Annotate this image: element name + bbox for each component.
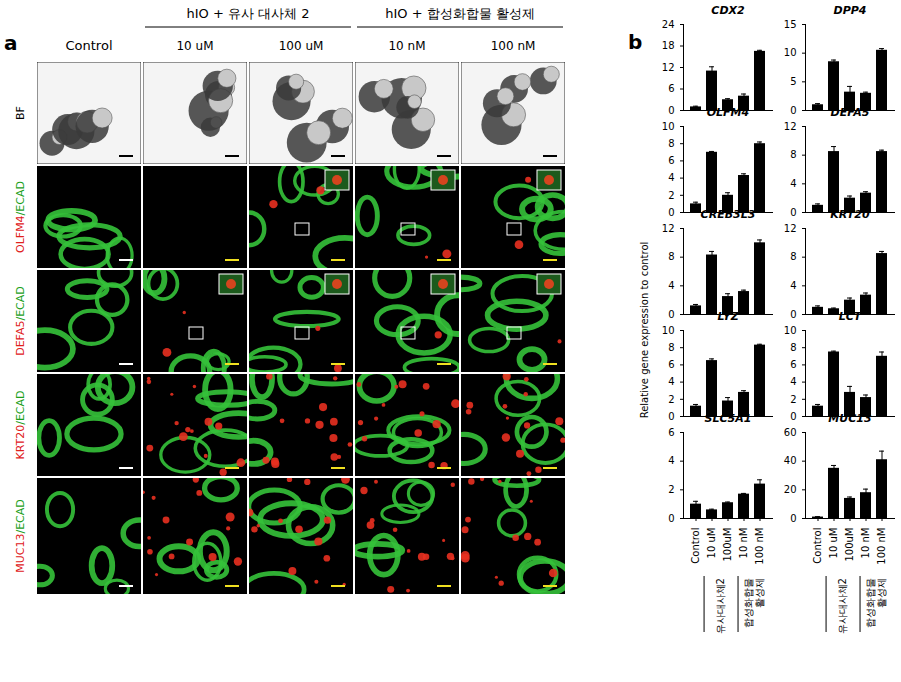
svg-text:6: 6	[668, 83, 674, 94]
svg-text:4: 4	[668, 172, 674, 183]
svg-text:a: a	[4, 31, 18, 55]
svg-text:4: 4	[790, 280, 796, 291]
svg-text:100uM: 100uM	[844, 528, 855, 562]
svg-text:0: 0	[668, 513, 674, 524]
svg-text:10: 10	[784, 47, 797, 58]
svg-text:2: 2	[668, 484, 674, 495]
svg-text:60: 60	[784, 427, 797, 438]
svg-text:100 nM: 100 nM	[491, 39, 536, 53]
html-text:SLC5A1: SLC5A1	[704, 412, 752, 425]
svg-text:4: 4	[790, 178, 796, 189]
svg-text:유사대사체2: 유사대사체2	[837, 578, 848, 634]
svg-text:0: 0	[790, 207, 796, 218]
svg-text:100 uM: 100 uM	[279, 39, 324, 53]
html-text:LYZ: LYZ	[717, 310, 739, 323]
svg-text:15: 15	[784, 19, 797, 30]
svg-text:2: 2	[668, 394, 674, 405]
svg-text:합성화합물: 합성화합물	[865, 578, 876, 628]
svg-text:hIO + 유사 대사체 2: hIO + 유사 대사체 2	[187, 6, 310, 21]
svg-text:8: 8	[790, 149, 796, 160]
svg-text:10: 10	[662, 325, 675, 336]
svg-text:0: 0	[668, 309, 674, 320]
html-text:b: b	[628, 30, 643, 54]
svg-text:4: 4	[668, 376, 674, 387]
svg-text:12: 12	[662, 223, 675, 234]
svg-text:8: 8	[668, 138, 674, 149]
svg-text:10 nM: 10 nM	[738, 528, 749, 559]
html-text:Relative gene expression to co: Relative gene expression to control	[638, 241, 650, 419]
svg-text:유사대사체2: 유사대사체2	[715, 578, 726, 634]
svg-text:0: 0	[668, 207, 674, 218]
svg-text:BF: BF	[14, 106, 27, 120]
svg-text:Control: Control	[812, 528, 823, 564]
svg-text:4: 4	[668, 455, 674, 466]
svg-text:hIO + 합성화합물 활성제: hIO + 합성화합물 활성제	[385, 6, 535, 21]
svg-text:0: 0	[790, 411, 796, 422]
svg-text:KRT20/ECAD: KRT20/ECAD	[14, 390, 27, 459]
svg-text:Control: Control	[66, 38, 113, 53]
svg-text:0: 0	[790, 105, 796, 116]
svg-text:4: 4	[790, 376, 796, 387]
svg-text:10 uM: 10 uM	[828, 528, 839, 559]
svg-text:2: 2	[668, 190, 674, 201]
html-text:LCT: LCT	[838, 310, 862, 323]
svg-text:10 uM: 10 uM	[176, 39, 213, 53]
html-text:OLFM4: OLFM4	[706, 106, 750, 119]
svg-text:MUC13/ECAD: MUC13/ECAD	[14, 499, 27, 573]
svg-text:0: 0	[668, 105, 674, 116]
svg-text:12: 12	[784, 223, 797, 234]
svg-text:10 nM: 10 nM	[860, 528, 871, 559]
svg-text:5: 5	[790, 76, 796, 87]
svg-text:활성제: 활성제	[754, 578, 765, 608]
svg-text:12: 12	[784, 121, 797, 132]
svg-text:8: 8	[790, 342, 796, 353]
svg-text:6: 6	[790, 359, 796, 370]
svg-text:6: 6	[668, 155, 674, 166]
svg-text:10: 10	[662, 121, 675, 132]
svg-text:100 nM: 100 nM	[754, 528, 765, 565]
svg-text:DEFA5/ECAD: DEFA5/ECAD	[14, 286, 27, 356]
svg-text:10: 10	[784, 325, 797, 336]
html-text:KRT20: KRT20	[830, 208, 870, 221]
svg-text:Control: Control	[690, 528, 701, 564]
svg-text:0: 0	[790, 513, 796, 524]
svg-text:4: 4	[668, 280, 674, 291]
svg-text:6: 6	[668, 427, 674, 438]
svg-text:8: 8	[790, 251, 796, 262]
html-text:CDX2: CDX2	[711, 4, 745, 17]
svg-text:10 nM: 10 nM	[388, 39, 425, 53]
svg-text:8: 8	[668, 342, 674, 353]
svg-text:0: 0	[790, 309, 796, 320]
svg-text:2: 2	[790, 394, 796, 405]
svg-text:40: 40	[784, 455, 797, 466]
html-text:DPP4: DPP4	[833, 4, 867, 17]
html-text:CREB3L3: CREB3L3	[700, 208, 756, 221]
svg-text:8: 8	[668, 251, 674, 262]
svg-text:100uM: 100uM	[722, 528, 733, 562]
svg-text:20: 20	[784, 484, 797, 495]
svg-text:10 uM: 10 uM	[706, 528, 717, 559]
html-text:MUC13: MUC13	[828, 412, 872, 425]
svg-text:0: 0	[668, 411, 674, 422]
svg-text:OLFM4/ECAD: OLFM4/ECAD	[14, 181, 27, 253]
html-text:DEFA5: DEFA5	[830, 106, 870, 119]
svg-text:활성제: 활성제	[876, 578, 887, 608]
svg-text:24: 24	[662, 19, 675, 30]
svg-text:합성화합물: 합성화합물	[743, 578, 754, 628]
svg-text:12: 12	[662, 62, 675, 73]
svg-text:18: 18	[662, 40, 675, 51]
svg-text:100 nM: 100 nM	[876, 528, 887, 565]
svg-text:6: 6	[668, 359, 674, 370]
